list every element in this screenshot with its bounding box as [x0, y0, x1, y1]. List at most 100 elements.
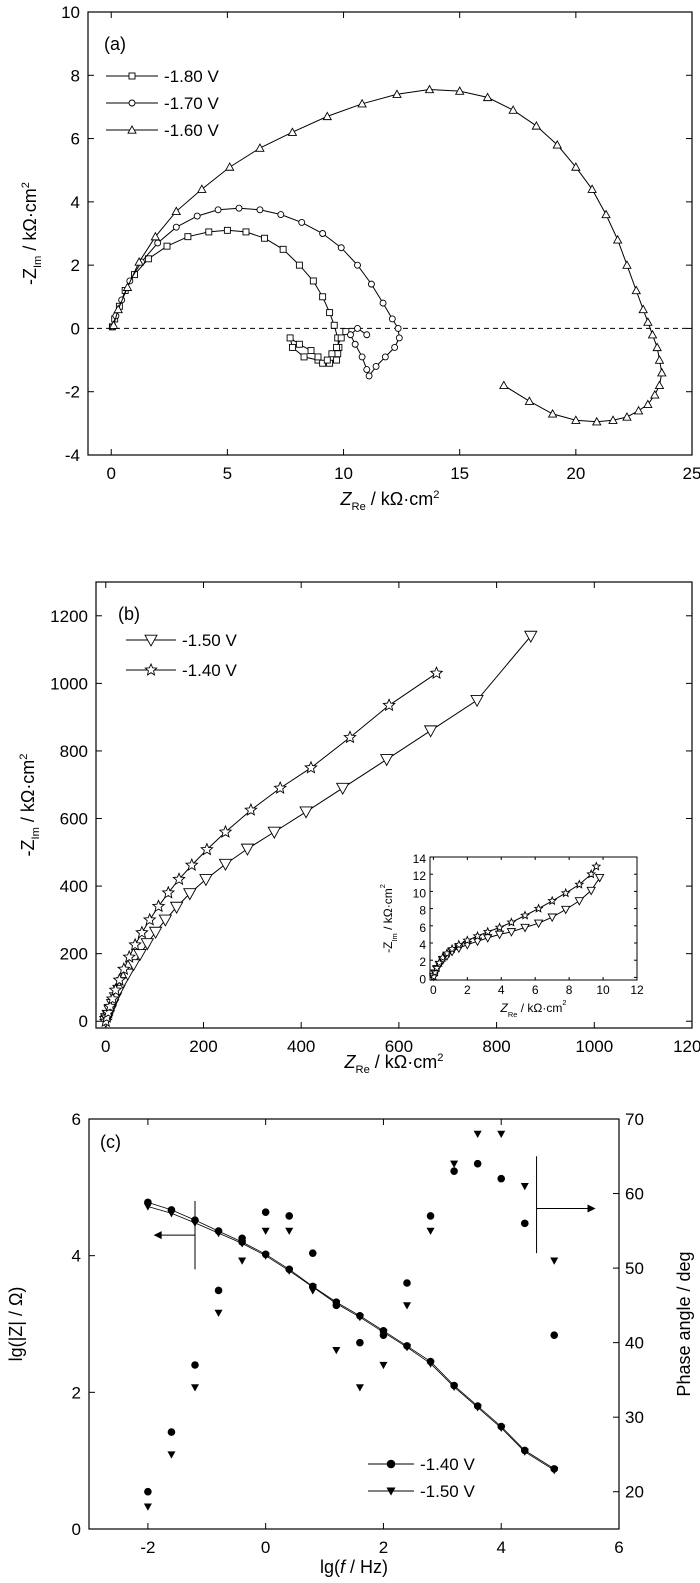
b-inset-data-point	[462, 935, 473, 945]
b-data-point	[304, 760, 318, 774]
a-data-point	[333, 343, 341, 351]
c-plot-frame	[88, 1118, 620, 1530]
a-data-point	[587, 184, 597, 193]
a-data-point	[328, 350, 336, 358]
b-data-point	[108, 983, 123, 996]
b-inset-y-tick-label: 12	[413, 869, 427, 883]
b-data-point	[142, 912, 157, 926]
a-data-point	[309, 277, 317, 285]
a-data-point	[508, 105, 518, 114]
b-data-point	[172, 872, 186, 886]
a-data-point	[113, 304, 123, 314]
c-modulus-point	[402, 1344, 412, 1352]
b-y-tick-label: 600	[60, 810, 88, 829]
c-phase-point	[214, 1286, 223, 1295]
b-data-point	[161, 885, 176, 899]
c-y-right-axis-label: Phase angle / deg	[674, 1251, 694, 1396]
a-data-point	[622, 412, 632, 421]
b-inset-data-point	[482, 934, 493, 943]
a-data-point	[108, 320, 119, 329]
c-phase-point	[473, 1159, 482, 1168]
b-data-point	[470, 695, 484, 708]
c-modulus-point	[261, 1252, 270, 1260]
a-x-tick-label: 20	[566, 464, 585, 483]
b-y-tick-label: 1200	[50, 607, 88, 626]
b-inset-data-point	[520, 910, 530, 920]
a-data-point	[365, 372, 373, 380]
a-data-point	[394, 324, 402, 332]
a-data-point	[351, 340, 359, 348]
c-modulus-point	[355, 1314, 364, 1322]
c-phase-point	[497, 1130, 506, 1139]
a-data-point	[184, 233, 192, 241]
a-data-point	[654, 355, 665, 364]
a-data-point	[242, 228, 250, 236]
b-y-tick-label: 0	[79, 1012, 88, 1031]
a-legend-label: -1.70 V	[164, 94, 219, 113]
c-modulus-point	[285, 1267, 294, 1275]
a-x-tick-label: 25	[683, 464, 700, 483]
a-legend-marker	[127, 125, 137, 134]
b-panel-label: (b)	[118, 604, 140, 624]
a-data-point	[298, 218, 306, 226]
c-y-right-tick-label: 30	[625, 1408, 644, 1427]
a-data-point	[643, 399, 653, 409]
a-data-point	[650, 389, 660, 399]
b-inset-data-point	[547, 895, 558, 906]
a-data-point	[647, 329, 658, 339]
c-y-right-tick-label: 20	[625, 1483, 644, 1502]
a-data-point	[571, 415, 581, 424]
b-inset-data-point	[431, 962, 442, 973]
a-data-point	[391, 343, 399, 351]
b-y-tick-label: 800	[60, 742, 88, 761]
c-panel-label: (c)	[100, 1132, 121, 1152]
a-data-point	[323, 356, 331, 364]
b-inset-data-point	[533, 903, 544, 913]
b-inset-data-point	[472, 930, 483, 941]
a-data-point	[531, 120, 542, 130]
b-data-point	[299, 806, 313, 819]
a-data-point	[326, 309, 334, 317]
a-data-point	[524, 396, 535, 405]
b-data-point	[343, 730, 357, 744]
b-data-point	[148, 926, 163, 939]
c-phase-point	[285, 1227, 294, 1235]
a-data-point	[631, 285, 642, 295]
b-data-point	[218, 858, 233, 872]
b-data-point	[126, 959, 141, 972]
a-data-point	[172, 223, 180, 231]
c-modulus-point	[497, 1424, 506, 1432]
c-modulus-point	[450, 1383, 459, 1391]
b-data-point	[128, 937, 142, 951]
a-data-point	[214, 206, 222, 214]
c-y-left-tick-label: 6	[72, 1110, 81, 1129]
b-data-point	[240, 843, 255, 856]
c-phase-point	[450, 1160, 459, 1168]
c-phase-point	[473, 1130, 482, 1139]
a-data-point	[482, 92, 493, 102]
b-inset-data-point	[494, 930, 505, 940]
c-phase-point	[261, 1208, 270, 1216]
a-y-tick-label: 2	[71, 256, 80, 275]
c-modulus-point	[238, 1240, 247, 1248]
a-legend-marker	[128, 99, 136, 107]
a-data-point	[319, 230, 327, 237]
a-data-point	[205, 228, 213, 236]
c-phase-point	[144, 1487, 152, 1496]
b-inset-y-tick-label: 4	[419, 938, 426, 952]
c-y-right-tick-label: 40	[625, 1334, 644, 1353]
a-data-point	[358, 353, 366, 361]
a-data-point	[499, 380, 509, 390]
c-modulus-point	[167, 1210, 176, 1218]
a-legend-marker	[128, 72, 136, 80]
a-data-point	[601, 209, 611, 219]
a-data-point	[591, 416, 602, 426]
a-plot-frame	[87, 11, 693, 456]
a-data-point	[193, 212, 201, 220]
a-data-point	[286, 334, 294, 342]
b-inset-x-tick-label: 2	[464, 983, 471, 997]
c-phase-point	[426, 1227, 435, 1235]
b-y-tick-label: 400	[60, 877, 88, 896]
a-data-point	[388, 315, 396, 323]
b-data-point	[199, 874, 213, 887]
